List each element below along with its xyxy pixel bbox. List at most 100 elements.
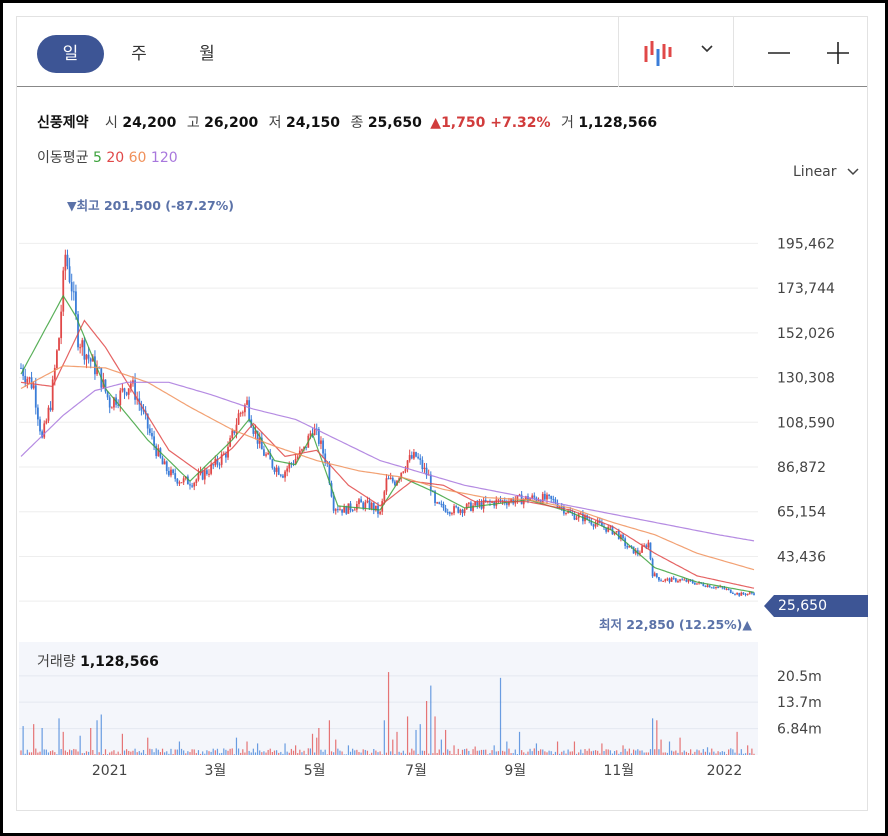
x-tick-label: 7월 [405, 763, 427, 779]
volume-bar [666, 752, 668, 755]
candle-body [336, 509, 339, 511]
volume-bar [96, 720, 98, 755]
volume-bar [166, 751, 168, 755]
candle-body [113, 397, 115, 408]
volume-bar [546, 752, 548, 755]
volume-bar [147, 737, 149, 755]
volume-y-tick-label: 20.5m [777, 669, 822, 685]
candle-body [712, 587, 715, 589]
candle-body [389, 477, 392, 480]
candle-body [417, 456, 420, 459]
volume-bar [521, 750, 523, 755]
volume-bar [548, 750, 550, 755]
volume-bar [115, 753, 117, 755]
volume-bar [26, 749, 28, 755]
candle-body [696, 583, 698, 585]
candle-body [334, 509, 337, 511]
candle-body [182, 478, 185, 483]
toolbar-divider [733, 17, 734, 87]
candle-body [246, 400, 248, 405]
tab-weekly[interactable]: 주 [131, 44, 147, 64]
candle-body [320, 440, 322, 444]
volume-bar [487, 754, 489, 755]
volume-bar [607, 749, 609, 755]
volume-bar [430, 685, 432, 755]
volume-bar [282, 753, 284, 755]
volume-bar [64, 750, 66, 755]
volume-bar [601, 743, 603, 755]
candle-body [658, 577, 660, 581]
candle-body [273, 467, 276, 472]
volume-bar [580, 749, 582, 755]
volume-bar [415, 729, 417, 755]
candle-body [497, 499, 500, 501]
candle-body [53, 367, 56, 380]
volume-bar [136, 752, 138, 755]
candle-body [742, 592, 745, 595]
candle-body [715, 586, 717, 588]
candle-body [383, 491, 386, 502]
candle-body [20, 367, 22, 369]
chevron-down-icon [847, 168, 859, 176]
candlestick-icon[interactable] [643, 37, 675, 67]
volume-bar [208, 751, 210, 755]
candle-body [746, 593, 749, 595]
ma-20-line [20, 319, 755, 589]
candle-body [296, 456, 299, 460]
scale-selector[interactable]: Linear [793, 164, 859, 180]
candle-body [410, 455, 413, 459]
candle-body [324, 453, 327, 463]
candle-body [573, 513, 576, 520]
volume-bar [632, 749, 635, 755]
moving-average-label: 이동평균 [37, 150, 89, 166]
volume-bar [149, 748, 151, 755]
volume-bar [90, 728, 92, 755]
volume-bar [709, 752, 711, 755]
volume-bar [271, 752, 273, 755]
candle-body [87, 354, 90, 359]
candle-body [186, 476, 189, 485]
candle-body [615, 531, 618, 533]
volume-bar [605, 749, 607, 755]
volume-bar [73, 748, 75, 755]
tab-monthly[interactable]: 월 [199, 44, 215, 64]
plus-icon[interactable] [827, 42, 849, 64]
volume-bar [730, 748, 732, 755]
volume-bar [681, 752, 683, 755]
minus-icon[interactable] [768, 51, 790, 55]
volume-bar [556, 741, 559, 755]
volume-bar [117, 751, 119, 755]
candle-body [550, 495, 553, 499]
volume-bar [189, 752, 191, 755]
volume-bar [497, 751, 500, 755]
candle-body [478, 502, 481, 506]
volume-bar [347, 745, 350, 755]
volume-bar [130, 751, 132, 755]
volume-bar [356, 749, 358, 755]
price-chart[interactable]: 195,462 173,744 152,026 130,308 108,590 86,87… [17, 17, 867, 810]
volume-bar [111, 751, 113, 755]
volume-bar [588, 748, 590, 755]
volume-bar [322, 751, 324, 755]
candle-body [263, 449, 265, 456]
volume-bar [39, 751, 41, 755]
candle-body [83, 340, 86, 360]
tab-daily[interactable]: 일 [37, 35, 104, 73]
volume-bar [121, 733, 123, 755]
candle-body [24, 375, 27, 383]
volume-bar [639, 750, 641, 755]
volume-label: 거 [560, 115, 574, 131]
volume-bar [447, 749, 449, 755]
candle-body [423, 467, 426, 470]
chevron-down-icon[interactable] [700, 44, 714, 54]
volume-bar [233, 754, 235, 755]
volume-bar [41, 728, 43, 755]
candle-body [332, 496, 335, 511]
volume-bar [155, 748, 157, 755]
volume-bar [335, 739, 337, 755]
candle-body [465, 503, 468, 510]
volume-bar [314, 752, 316, 755]
volume-bar [474, 746, 476, 755]
volume-bar [753, 753, 755, 755]
candle-body [347, 503, 350, 514]
